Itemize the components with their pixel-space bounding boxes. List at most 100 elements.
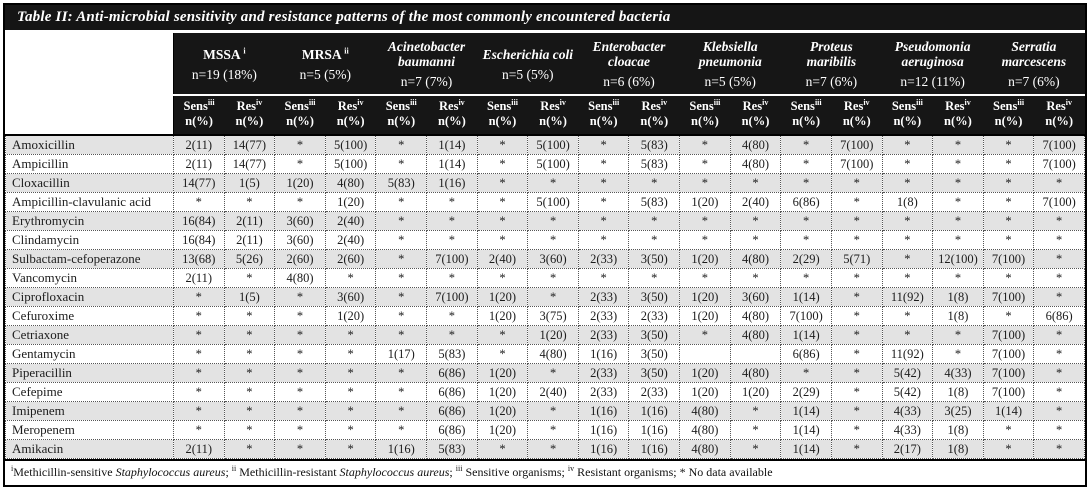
sample-count: n=7 (6%) [805,74,858,89]
value-cell: 3(60) [274,211,326,231]
value-cell: * [476,230,529,250]
superscript: iv [567,464,575,473]
value-cell: * [527,363,579,383]
unit-label: n(%) [741,114,770,128]
value-cell: 7(100) [1033,192,1085,212]
unit-label: n(%) [235,114,264,128]
drug-name-cell: Sulbactam-cefoperazone [5,249,174,269]
value-cell: 2(17) [881,439,934,459]
value-cell: * [527,230,579,250]
column-group: Acinetobacter baumanni n=7 (7%) [375,33,478,96]
sample-count: n=7 (6%) [1008,74,1060,89]
sens-header: Sensiii n(%) [679,95,731,136]
sample-count: n=5 (5%) [299,66,352,82]
column-group: Escherichia coli n=5 (5%) [477,33,579,96]
value-cell: * [274,287,326,307]
value-cell: * [1033,420,1085,440]
value-cell: 3(50) [628,344,681,364]
value-cell: 14(77) [173,173,225,193]
value-cell: * [375,420,428,440]
value-cell: 4(80) [274,268,326,288]
value-cell: 7(100) [982,325,1035,345]
bacteria-name: MSSA i [203,46,246,62]
superscript: iv [1065,97,1073,107]
unit-label: n(%) [286,114,314,128]
superscript: iv [863,97,870,107]
superscript: iii [713,97,721,107]
value-cell: * [324,420,377,440]
footnote: iMethicillin-sensitive Staphylococcus au… [5,459,1085,485]
footnote-text: Sensitive organisms; [462,465,568,479]
value-cell: * [932,192,984,212]
value-cell: * [274,325,326,345]
value-cell: * [780,211,832,231]
column-group: MSSA i n=19 (18%) [173,33,275,96]
value-cell: 1(14) [780,439,832,459]
value-cell: * [476,268,529,288]
unit-label: n(%) [488,114,517,128]
value-cell: * [830,268,883,288]
value-cell: * [1033,268,1085,288]
unit-label: n(%) [539,114,567,128]
value-cell: 1(14) [780,401,832,421]
value-cell: * [830,306,883,326]
value-cell: * [223,401,276,421]
value-cell: * [881,230,934,250]
res-header: Resiv n(%) [325,95,376,136]
value-cell: 5(83) [426,344,478,364]
value-cell: 7(100) [780,306,832,326]
value-cell: 3(25) [932,401,984,421]
value-cell: 4(80) [679,420,731,440]
value-cell: * [476,192,529,212]
value-cell: * [780,134,832,155]
value-cell: 1(17) [375,344,428,364]
value-cell: * [274,401,326,421]
value-cell: * [679,173,731,193]
value-cell: 7(100) [982,249,1035,269]
species-name: Staphylococcus aureus [115,465,226,479]
value-cell: * [476,344,529,364]
value-cell: 7(100) [1033,134,1085,155]
value-cell: 2(33) [577,306,630,326]
value-cell: 4(80) [679,401,731,421]
bacteria-name: MRSA ii [301,46,349,62]
value-cell: * [426,268,478,288]
unit-label: n(%) [387,114,416,128]
value-cell: * [628,230,681,250]
table-row: Meropenem * * * * * 6(86) 1(20) * 1(16) 1(16) 4(80)… [5,420,1085,440]
value-cell: 1(20) [679,249,731,269]
value-cell: * [830,401,883,421]
value-cell: * [830,211,883,231]
value-cell: * [881,154,934,174]
value-cell: 2(40) [476,249,529,269]
value-cell: * [375,230,428,250]
superscript: i [243,46,246,55]
value-cell: 6(86) [426,401,478,421]
value-cell: * [679,325,731,345]
value-cell: * [223,363,276,383]
value-cell: 14(77) [223,154,276,174]
value-cell: * [932,134,984,155]
value-cell: 6(86) [780,344,832,364]
value-cell: 2(33) [577,325,630,345]
value-cell: 1(20) [476,363,529,383]
bacteria-name: Serratia marcescens [1001,39,1067,69]
value-cell: * [577,230,630,250]
superscript: iii [410,97,417,107]
value-cell: * [324,363,377,383]
value-cell: * [173,420,225,440]
table-row: Erythromycin 16(84) 2(11) 3(60) 2(40) * * * * * * *… [5,211,1085,231]
value-cell: * [830,420,883,440]
value-cell: * [223,344,276,364]
superscript: iii [207,97,215,107]
value-cell: 1(20) [729,382,782,402]
value-cell: 3(50) [628,363,681,383]
value-cell: 7(100) [830,134,883,155]
value-cell: 5(71) [830,249,883,269]
superscript: ii [231,464,237,473]
value-cell: 7(100) [982,344,1035,364]
value-cell: 1(16) [628,401,681,421]
footnote-text: Resistant organisms; * No data available [574,465,773,479]
value-cell: 4(80) [729,325,782,345]
value-cell: * [830,439,883,459]
